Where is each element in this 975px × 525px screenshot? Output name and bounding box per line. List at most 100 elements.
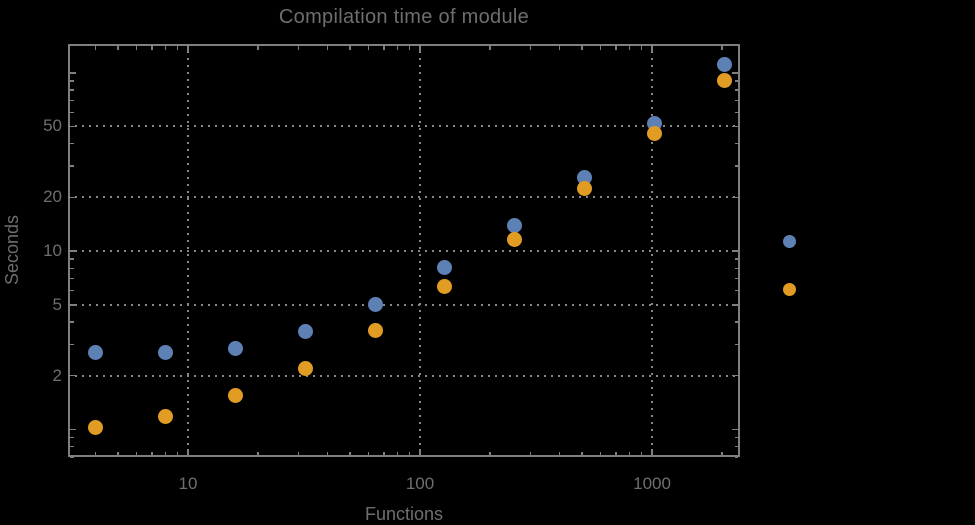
y-tick-label: 20 bbox=[43, 187, 62, 207]
tick-mark bbox=[70, 304, 76, 306]
tick-mark bbox=[70, 343, 74, 346]
tick-mark bbox=[408, 46, 411, 50]
data-point-series-blue bbox=[367, 297, 383, 313]
tick-mark bbox=[408, 451, 411, 455]
tick-mark bbox=[94, 46, 97, 50]
data-point-series-blue bbox=[88, 344, 104, 360]
x-tick-label: 10 bbox=[178, 474, 198, 493]
tick-mark bbox=[628, 451, 631, 455]
data-point-series-blue bbox=[437, 259, 453, 275]
tick-mark bbox=[297, 451, 300, 455]
data-point-series-blue bbox=[297, 323, 313, 339]
tick-mark bbox=[628, 46, 631, 50]
tick-mark bbox=[732, 374, 738, 377]
tick-mark bbox=[558, 451, 561, 455]
tick-mark bbox=[640, 46, 643, 50]
tick-mark bbox=[70, 89, 74, 91]
tick-mark bbox=[732, 72, 738, 74]
tick-mark bbox=[734, 99, 738, 102]
tick-mark bbox=[70, 428, 76, 431]
tick-mark bbox=[151, 46, 153, 50]
chart-title: Compilation time of module bbox=[278, 6, 530, 28]
tick-mark bbox=[70, 436, 74, 439]
data-point-series-blue bbox=[577, 169, 593, 185]
tick-mark bbox=[734, 289, 738, 292]
tick-mark bbox=[721, 46, 723, 50]
tick-mark bbox=[326, 451, 329, 455]
gridline-horizontal bbox=[68, 374, 740, 377]
tick-mark bbox=[70, 72, 76, 74]
gridline-horizontal bbox=[68, 196, 740, 199]
tick-mark bbox=[70, 142, 74, 145]
tick-mark bbox=[117, 46, 119, 50]
tick-mark bbox=[581, 451, 583, 455]
tick-mark bbox=[187, 449, 189, 455]
tick-mark bbox=[732, 428, 738, 431]
x-axis-label: Functions bbox=[364, 504, 444, 524]
tick-mark bbox=[349, 46, 351, 50]
data-point-series-orange bbox=[297, 360, 313, 376]
tick-mark bbox=[164, 46, 167, 50]
tick-mark bbox=[176, 46, 179, 50]
tick-mark bbox=[599, 451, 602, 455]
tick-mark bbox=[640, 451, 643, 455]
data-point-series-blue bbox=[227, 340, 243, 356]
gridline-vertical bbox=[651, 44, 654, 457]
tick-mark bbox=[70, 267, 74, 270]
tick-mark bbox=[734, 321, 738, 323]
tick-mark bbox=[734, 456, 738, 458]
tick-mark bbox=[651, 46, 653, 52]
tick-mark bbox=[721, 451, 723, 455]
x-tick-label: 1000 bbox=[633, 474, 671, 493]
tick-mark bbox=[70, 321, 74, 323]
tick-mark bbox=[734, 111, 738, 114]
data-point-series-orange bbox=[577, 181, 593, 197]
tick-mark bbox=[70, 289, 74, 292]
tick-mark bbox=[734, 445, 738, 448]
tick-mark bbox=[70, 374, 76, 377]
gridline-horizontal bbox=[68, 303, 740, 306]
tick-mark bbox=[70, 165, 74, 167]
tick-mark bbox=[558, 46, 561, 50]
tick-mark bbox=[70, 196, 76, 199]
tick-mark bbox=[70, 80, 74, 82]
tick-mark bbox=[489, 46, 491, 50]
tick-mark bbox=[396, 451, 399, 455]
tick-mark bbox=[326, 46, 329, 50]
tick-mark bbox=[383, 46, 385, 50]
tick-mark bbox=[734, 267, 738, 270]
tick-mark bbox=[734, 277, 738, 280]
tick-mark bbox=[734, 89, 738, 91]
y-tick-label: 50 bbox=[43, 116, 62, 136]
tick-mark bbox=[257, 46, 259, 50]
tick-mark bbox=[70, 99, 74, 102]
tick-mark bbox=[383, 451, 385, 455]
data-point-series-orange bbox=[716, 73, 732, 89]
tick-mark bbox=[734, 165, 738, 167]
gridline-horizontal bbox=[68, 250, 740, 253]
tick-mark bbox=[176, 451, 179, 455]
tick-mark bbox=[419, 46, 421, 52]
tick-mark bbox=[581, 46, 583, 50]
tick-mark bbox=[529, 46, 532, 50]
data-point-series-orange bbox=[646, 126, 662, 142]
data-point-series-orange bbox=[88, 419, 104, 435]
tick-mark bbox=[367, 46, 370, 50]
tick-mark bbox=[70, 258, 74, 260]
tick-mark bbox=[70, 277, 74, 280]
tick-mark bbox=[734, 343, 738, 346]
tick-mark bbox=[135, 46, 138, 50]
tick-mark bbox=[732, 196, 738, 199]
data-point-series-orange bbox=[437, 279, 453, 295]
tick-mark bbox=[70, 250, 76, 252]
tick-mark bbox=[734, 436, 738, 439]
data-point-series-orange bbox=[158, 409, 173, 425]
tick-mark bbox=[732, 304, 738, 306]
tick-mark bbox=[734, 258, 738, 260]
data-point-series-orange bbox=[507, 232, 523, 248]
tick-mark bbox=[367, 451, 370, 455]
y-tick-label: 10 bbox=[43, 241, 62, 261]
y-axis-label: Seconds bbox=[2, 214, 22, 286]
tick-mark bbox=[732, 125, 738, 128]
